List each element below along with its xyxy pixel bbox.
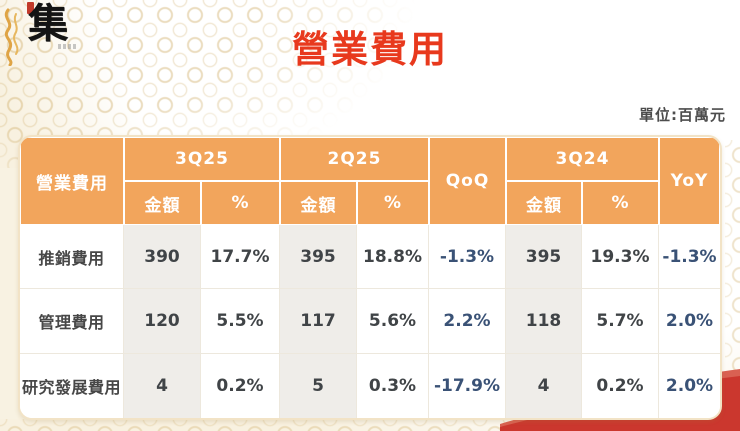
logo-seal-marks xyxy=(58,44,80,49)
cell-3q25-amount: 120 xyxy=(124,289,201,354)
cell-qoq: -1.3% xyxy=(429,225,506,290)
unit-label: 單位:百萬元 xyxy=(639,106,726,124)
header-group-3q25: 3Q25 xyxy=(124,137,280,181)
subheader-3q24-amount: 金額 xyxy=(506,181,582,225)
cell-3q25-percent: 0.2% xyxy=(201,353,280,418)
cell-2q25-percent: 18.8% xyxy=(357,225,429,290)
cell-qoq: -17.9% xyxy=(429,353,506,418)
subheader-2q25-amount: 金額 xyxy=(280,181,357,225)
cell-3q25-percent: 17.7% xyxy=(201,225,280,290)
subheader-3q25-amount: 金額 xyxy=(124,181,201,225)
header-group-2q25: 2Q25 xyxy=(280,137,429,181)
subheader-2q25-percent: % xyxy=(357,181,429,225)
operating-expense-table: 營業費用 3Q25 2Q25 QoQ 3Q24 YoY 金額 % 金額 % 金額… xyxy=(18,135,722,420)
company-logo: 集 xyxy=(0,0,110,70)
cell-3q25-percent: 5.5% xyxy=(201,289,280,354)
logo-character: 集 xyxy=(28,0,68,47)
cell-2q25-amount: 5 xyxy=(280,353,357,418)
cell-yoy: 2.0% xyxy=(659,289,720,354)
left-edge-band xyxy=(0,168,18,419)
cell-2q25-percent: 5.6% xyxy=(357,289,429,354)
page-title: 營業費用 xyxy=(292,28,448,71)
cell-3q25-amount: 390 xyxy=(124,225,201,290)
cell-3q24-percent: 0.2% xyxy=(582,353,659,418)
header-yoy: YoY xyxy=(659,137,720,225)
cell-yoy: -1.3% xyxy=(659,225,720,290)
cell-3q24-amount: 118 xyxy=(506,289,582,354)
header-qoq: QoQ xyxy=(429,137,506,225)
subheader-3q25-percent: % xyxy=(201,181,280,225)
row-label: 推銷費用 xyxy=(20,225,124,290)
cell-2q25-amount: 395 xyxy=(280,225,357,290)
cell-2q25-amount: 117 xyxy=(280,289,357,354)
logo-dragon-icon xyxy=(4,8,19,66)
cell-3q24-percent: 5.7% xyxy=(582,289,659,354)
cell-3q24-percent: 19.3% xyxy=(582,225,659,290)
subheader-3q24-percent: % xyxy=(582,181,659,225)
cell-3q24-amount: 4 xyxy=(506,353,582,418)
cell-yoy: 2.0% xyxy=(659,353,720,418)
cell-3q25-amount: 4 xyxy=(124,353,201,418)
logo-red-seal xyxy=(27,2,34,14)
header-corner: 營業費用 xyxy=(20,137,124,225)
right-edge-pattern xyxy=(725,140,740,431)
row-label: 研究發展費用 xyxy=(20,353,124,418)
cell-qoq: 2.2% xyxy=(429,289,506,354)
row-label: 管理費用 xyxy=(20,289,124,354)
cell-2q25-percent: 0.3% xyxy=(357,353,429,418)
cell-3q24-amount: 395 xyxy=(506,225,582,290)
header-group-3q24: 3Q24 xyxy=(506,137,659,181)
